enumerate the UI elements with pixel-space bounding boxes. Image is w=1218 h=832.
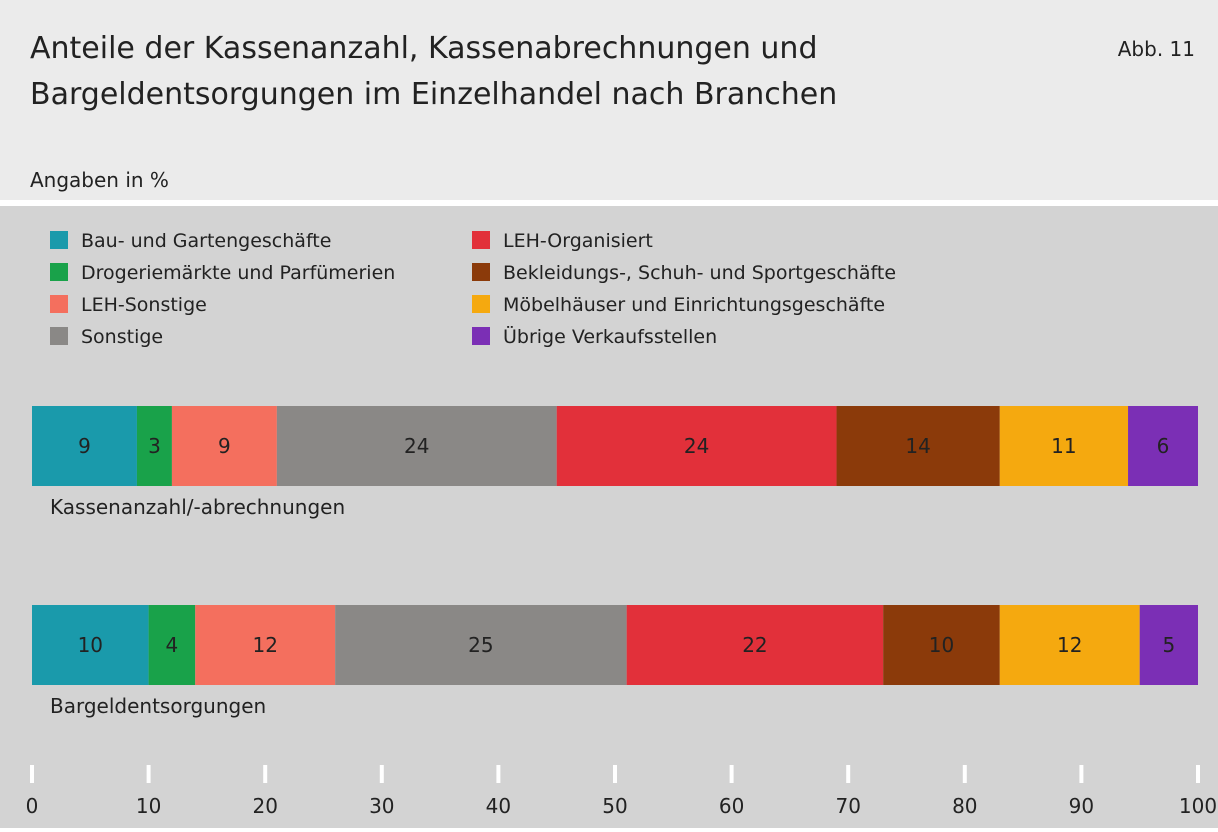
value-label: 11: [1051, 434, 1076, 458]
value-label: 10: [78, 633, 103, 657]
bar-segment: [1128, 406, 1198, 486]
legend-swatch: [50, 295, 68, 313]
x-tick-label: 50: [602, 794, 627, 818]
legend-swatch: [472, 327, 490, 345]
value-label: 5: [1162, 633, 1175, 657]
bar-segment: [626, 605, 884, 685]
bar-segment: [195, 605, 336, 685]
x-tick-label: 10: [136, 794, 161, 818]
x-tick-label: 30: [369, 794, 394, 818]
legend-label: Bekleidungs-, Schuh- und Sportgeschäfte: [503, 262, 896, 284]
legend-label: Übrige Verkaufsstellen: [503, 325, 717, 348]
value-label: 14: [905, 434, 930, 458]
value-label: 22: [742, 633, 767, 657]
x-tick-label: 0: [26, 794, 39, 818]
value-label: 12: [252, 633, 277, 657]
value-label: 4: [166, 633, 179, 657]
legend-swatch: [50, 327, 68, 345]
legend-swatch: [472, 231, 490, 249]
x-tick-label: 70: [835, 794, 860, 818]
legend-swatch: [50, 263, 68, 281]
value-label: 24: [684, 434, 709, 458]
x-tick-label: 40: [486, 794, 511, 818]
bar-segment: [335, 605, 627, 685]
legend-label: Bau- und Gartengeschäfte: [81, 230, 331, 252]
bar-segment: [883, 605, 1000, 685]
value-label: 25: [468, 633, 493, 657]
bar-segment: [999, 406, 1129, 486]
legend-label: LEH-Sonstige: [81, 294, 207, 316]
header-bg: [0, 0, 1218, 200]
bar-segment: [556, 406, 837, 486]
chart-title: Bargeldentsorgungen im Einzelhandel nach…: [30, 77, 837, 112]
x-tick-label: 60: [719, 794, 744, 818]
bar-segment: [1139, 605, 1198, 685]
value-label: 12: [1057, 633, 1082, 657]
x-tick-label: 90: [1069, 794, 1094, 818]
legend-label: Drogeriemärkte und Parfümerien: [81, 262, 395, 284]
value-label: 10: [929, 633, 954, 657]
figure-label: Abb. 11: [1118, 37, 1195, 61]
value-label: 9: [78, 434, 91, 458]
subtitle: Angaben in %: [30, 168, 169, 192]
bar-segment: [171, 406, 277, 486]
chart-title: Anteile der Kassenanzahl, Kassenabrechnu…: [30, 31, 818, 66]
x-tick-label: 80: [952, 794, 977, 818]
value-label: 9: [218, 434, 231, 458]
bar-segment: [136, 406, 172, 486]
legend-swatch: [50, 231, 68, 249]
bar-segment: [276, 406, 557, 486]
legend-label: Sonstige: [81, 326, 163, 348]
bar-segment: [32, 605, 149, 685]
category-label: Bargeldentsorgungen: [50, 694, 266, 718]
value-label: 24: [404, 434, 429, 458]
category-label: Kassenanzahl/-abrechnungen: [50, 495, 345, 519]
legend-label: Möbelhäuser und Einrichtungsgeschäfte: [503, 294, 885, 316]
bar-segment: [836, 406, 1000, 486]
value-label: 6: [1157, 434, 1170, 458]
x-tick-label: 100: [1179, 794, 1217, 818]
chart-bg: [0, 206, 1218, 828]
x-tick-label: 20: [252, 794, 277, 818]
bar-segment: [32, 406, 137, 486]
bar-segment: [148, 605, 196, 685]
value-label: 3: [148, 434, 161, 458]
legend-swatch: [472, 295, 490, 313]
bar-segment: [999, 605, 1140, 685]
legend-swatch: [472, 263, 490, 281]
legend-label: LEH-Organisiert: [503, 230, 653, 252]
